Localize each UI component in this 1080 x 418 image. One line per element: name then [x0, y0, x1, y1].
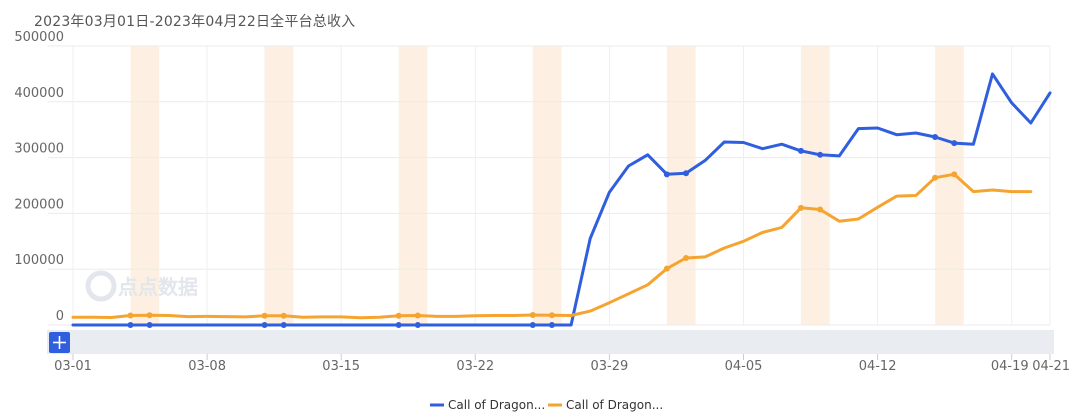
data-point: [146, 322, 153, 328]
x-tick-label: 04-19: [991, 359, 1029, 374]
legend-label: Call of Dragon...: [566, 398, 663, 412]
weekend-band: [666, 46, 696, 325]
weekend-band: [532, 46, 562, 325]
watermark-text: 点点数据: [118, 275, 198, 299]
y-tick-label: 0: [56, 309, 64, 324]
data-point: [127, 312, 134, 319]
legend-label: Call of Dragon...: [448, 398, 545, 412]
series-line-1: [71, 72, 1052, 327]
data-point: [414, 322, 421, 328]
y-tick-label: 100000: [14, 253, 64, 268]
data-point: [280, 322, 287, 328]
data-point: [683, 170, 690, 177]
data-point: [395, 312, 402, 319]
data-point: [817, 206, 824, 213]
data-point: [663, 265, 670, 272]
y-tick-label: 500000: [14, 30, 64, 45]
weekend-band: [130, 46, 160, 325]
legend: Call of Dragon... Call of Dragon...: [430, 398, 663, 412]
data-point: [395, 322, 402, 328]
data-point: [548, 322, 555, 328]
data-point: [932, 133, 939, 140]
weekend-band: [800, 46, 830, 325]
data-point: [414, 312, 421, 319]
data-point: [951, 171, 958, 178]
x-tick-label: 03-22: [456, 359, 494, 374]
data-point: [951, 140, 958, 147]
y-tick-label: 300000: [14, 142, 64, 157]
x-tick-label: 03-08: [188, 359, 226, 374]
data-point: [797, 204, 804, 211]
x-tick-label: 04-21: [1032, 359, 1070, 374]
weekend-band: [398, 46, 428, 325]
chart-title: 2023年03月01日-2023年04月22日全平台总收入: [34, 14, 356, 30]
data-point: [663, 171, 670, 178]
data-point: [261, 312, 268, 319]
x-tick-label: 03-29: [591, 359, 629, 374]
y-tick-label: 400000: [14, 86, 64, 101]
x-tick-label: 04-12: [859, 359, 897, 374]
data-point: [932, 174, 939, 181]
y-tick-label: 200000: [14, 197, 64, 212]
watermark-logo-icon: [85, 270, 117, 302]
data-point: [261, 322, 268, 328]
weekend-band: [935, 46, 964, 325]
data-point: [280, 312, 287, 319]
data-point: [529, 311, 536, 318]
x-tick-label: 03-15: [322, 359, 360, 374]
slider-track: [47, 330, 1054, 354]
data-point: [797, 147, 804, 154]
data-point: [683, 255, 690, 262]
range-slider[interactable]: [47, 330, 1054, 354]
data-point: [146, 312, 153, 319]
weekend-band: [264, 46, 294, 325]
data-point: [548, 312, 555, 319]
data-point: [529, 322, 536, 328]
watermark: 点点数据: [85, 270, 198, 302]
x-tick-label: 04-05: [725, 359, 763, 374]
x-tick-label: 03-01: [54, 359, 92, 374]
data-point: [127, 322, 134, 328]
data-point: [817, 151, 824, 158]
